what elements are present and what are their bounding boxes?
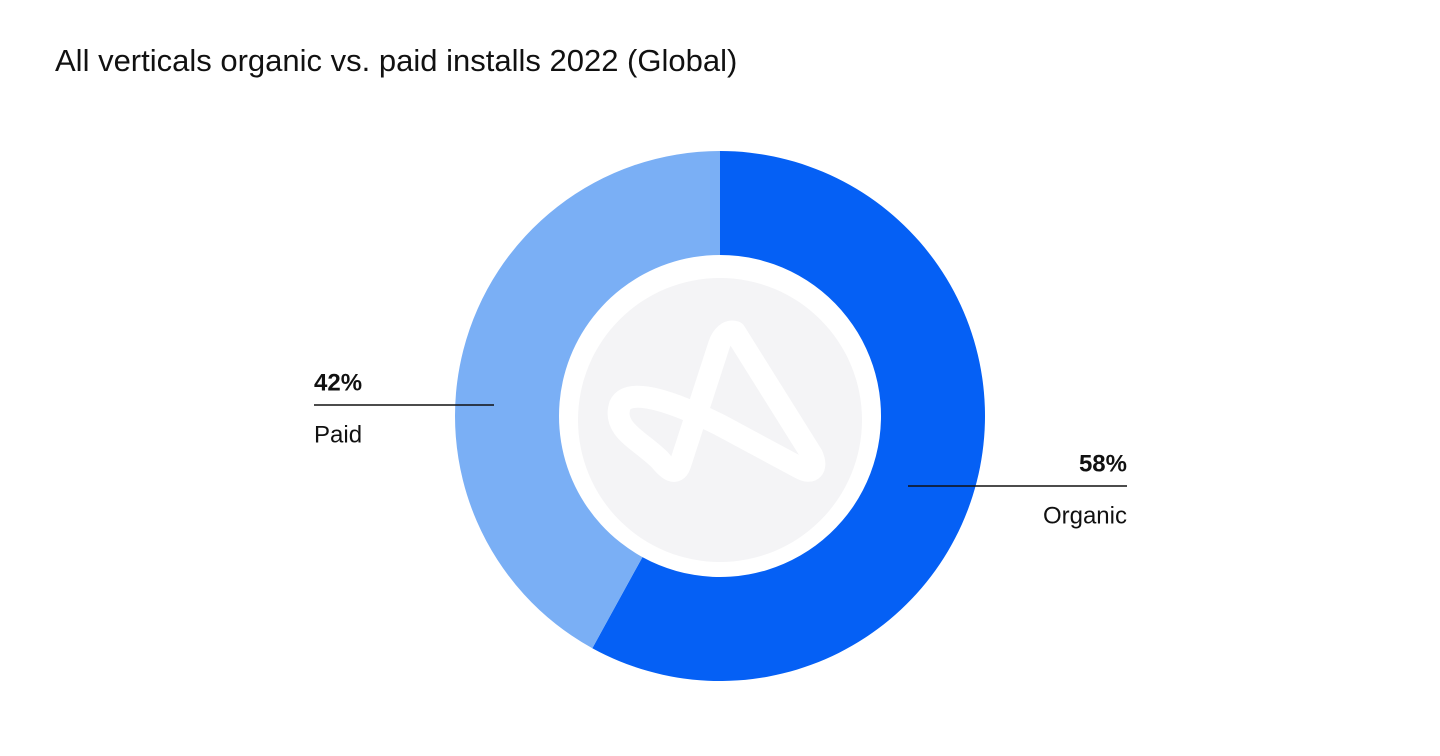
donut: [455, 151, 985, 681]
slice: [455, 151, 720, 649]
value-label: 58%: [1079, 450, 1127, 477]
labels: 58% Organic 42% Paid: [314, 369, 1127, 529]
logo: [607, 320, 826, 482]
category-label: Paid: [314, 421, 362, 448]
slice: [592, 151, 985, 681]
chart-title: All verticals organic vs. paid installs …: [55, 43, 737, 78]
value-label: 42%: [314, 369, 362, 396]
category-label: Organic: [1043, 502, 1127, 529]
